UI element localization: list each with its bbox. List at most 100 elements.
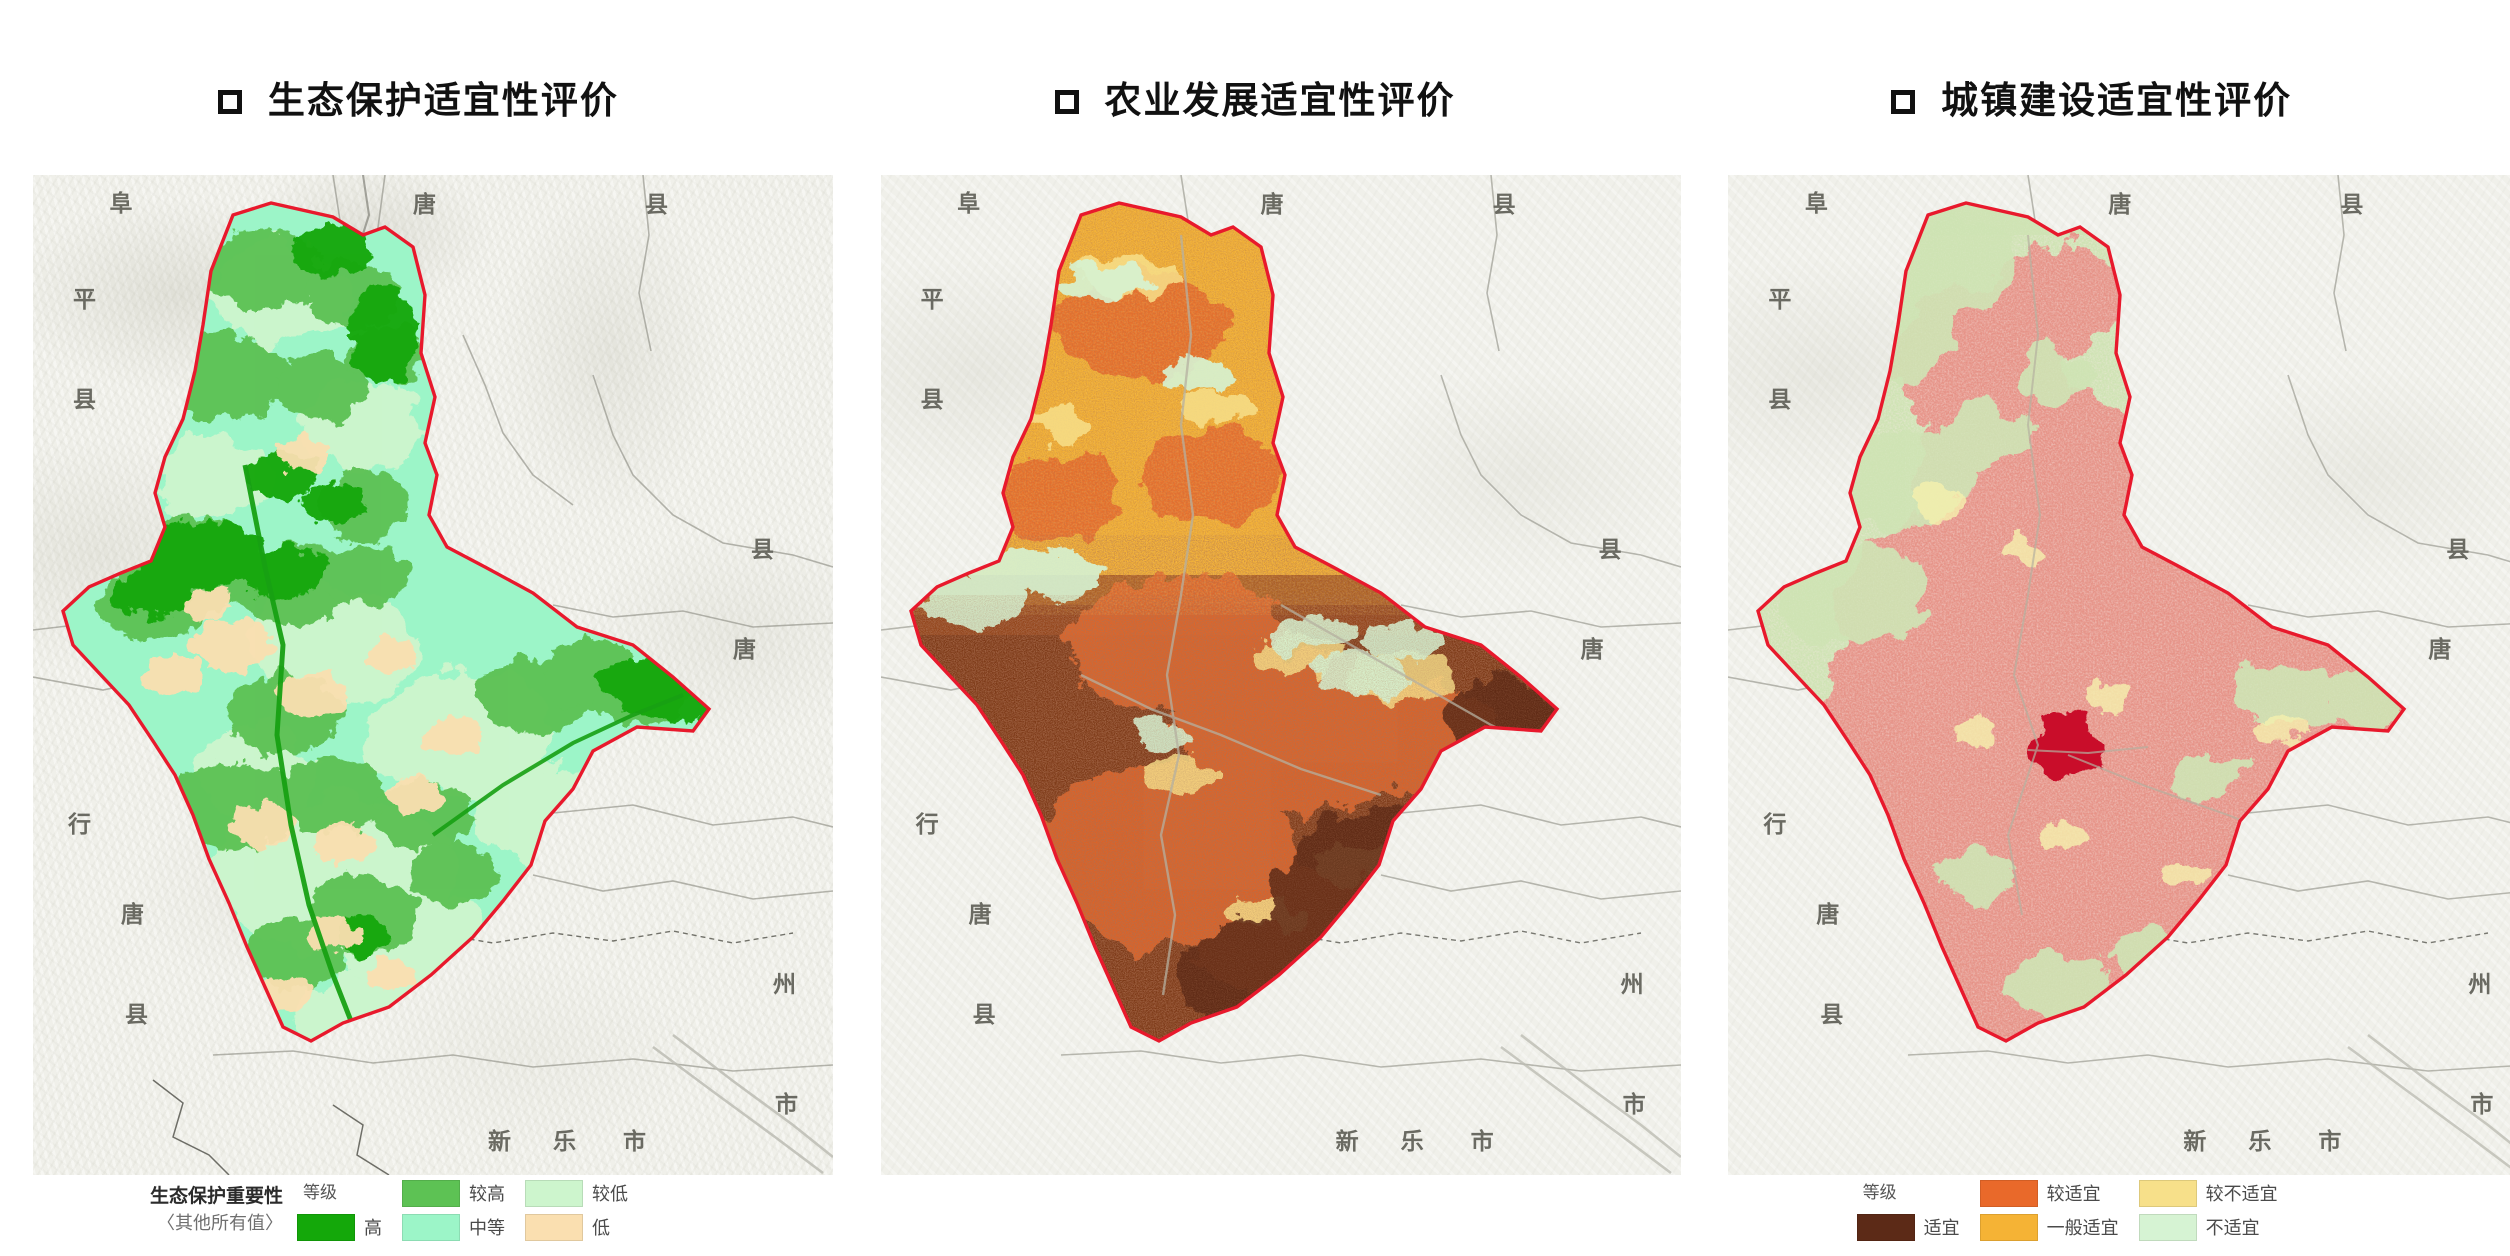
place-label: 县 [125,1002,149,1028]
legend-item[interactable]: 较高 [402,1176,525,1210]
legend-swatch [525,1179,584,1207]
place-label: 县 [2340,192,2365,218]
place-label: 唐 [2428,637,2453,663]
county-boundary [1756,201,2407,1043]
legend-item[interactable]: 高 [297,1210,402,1244]
place-label: 市 [1470,1129,1495,1155]
place-label: 唐 [2108,192,2133,218]
legend-subtitle: 〈其他所有值〉 [157,1212,284,1234]
place-label: 市 [1622,1092,1647,1118]
legend-swatch [297,1213,356,1241]
legend-label: 适宜 [1923,1218,1960,1239]
place-label: 唐 [1260,192,1285,218]
map-canvas-agri[interactable]: 阜 平 县 唐 县 县 唐 行 唐 县 州 市 新 乐 市 [880,175,1681,1175]
legend-swatch [402,1213,461,1241]
map-canvas-urban[interactable]: 阜 平 县 唐 县 县 唐 行 唐 县 州 市 新 乐 市 [1728,175,2510,1175]
legend-item[interactable]: 中等 [402,1210,525,1244]
place-label: 新 [1335,1129,1360,1155]
legend-label: 低 [592,1218,611,1239]
legend-label: 不适宜 [2205,1218,2260,1239]
place-label: 阜 [1800,191,1827,215]
place-label: 唐 [413,192,437,218]
place-label: 县 [2446,537,2471,563]
legend-label: 一般适宜 [2046,1218,2119,1239]
place-label: 县 [972,1002,997,1028]
legend-swatch [1979,1179,2038,1207]
place-label: 行 [915,812,940,838]
legend-item[interactable]: 较不适宜 [2138,1176,2298,1210]
place-label: 市 [2318,1129,2343,1155]
place-label: 新 [2183,1129,2208,1155]
panel-urban: 城镇建设适宜性评价 [1673,0,2510,1256]
place-label: 乐 [2248,1129,2273,1155]
place-label: 唐 [1816,902,1841,928]
legend-swatch [2138,1179,2197,1207]
panel-eco: 生态保护适宜性评价 [0,0,837,1256]
map-canvas-eco[interactable]: 阜 平 县 唐 县 县 唐 行 唐 县 州 市 新 乐 市 [33,175,833,1175]
square-bullet-icon [1054,89,1079,114]
place-label: 平 [73,287,97,313]
legend-swatch [1979,1213,2038,1241]
legend-item[interactable]: 较低 [525,1176,648,1210]
legend-label: 高 [364,1218,383,1239]
place-label: 市 [2470,1092,2495,1118]
place-label: 阜 [105,191,131,215]
place-label: 市 [775,1092,799,1118]
choropleth-urban [1756,201,2407,1043]
place-label: 县 [73,387,97,413]
legend-item[interactable]: 低 [525,1210,648,1244]
place-label: 州 [2468,972,2493,998]
basemap-network [1728,175,2510,1169]
place-label: 行 [1763,812,1788,838]
panel-title-text: 生态保护适宜性评价 [267,79,619,122]
legend-agri: 等级 适宜 较适宜 一般适宜 较不适宜 [1856,1176,2298,1244]
panel-title-text: 农业发展适宜性评价 [1104,79,1456,122]
place-label: 县 [751,537,775,563]
legend-item[interactable]: 不适宜 [2138,1210,2298,1244]
place-label: 唐 [121,902,145,928]
place-label: 州 [773,972,797,998]
legend-label: 较适宜 [2046,1184,2101,1205]
legend-item[interactable]: 较适宜 [1979,1176,2139,1210]
legend-title: 生态保护重要性 [150,1185,284,1208]
legend-label: 较低 [592,1184,629,1205]
basemap-network [880,175,1681,1175]
panel-agri: 农业发展适宜性评价 [837,0,2278,1256]
panel-title-urban: 城镇建设适宜性评价 [1673,82,2510,119]
place-label: 乐 [1400,1129,1425,1155]
legend-item[interactable]: 适宜 [1856,1210,1980,1244]
legend-rank-label: 等级 [1862,1183,1897,1203]
legend-eco: 生态保护重要性 〈其他所有值〉 等级 高 较高 中等 [150,1176,648,1244]
legend-item[interactable]: 一般适宜 [1979,1210,2139,1244]
place-label: 县 [1820,1002,1845,1028]
place-label: 县 [645,192,669,218]
place-label: 县 [1492,192,1517,218]
panel-title-text: 城镇建设适宜性评价 [1941,79,2293,122]
place-label: 县 [1598,537,1623,563]
county-boundary [908,201,1559,1043]
legend-label: 较高 [469,1184,506,1205]
legend-swatch [1856,1213,1915,1241]
place-label: 州 [1620,972,1645,998]
place-label: 平 [920,287,945,313]
place-label: 县 [920,387,945,413]
legend-swatch [525,1213,584,1241]
place-label: 阜 [952,191,979,215]
panel-title-agri: 农业发展适宜性评价 [837,82,1674,119]
place-label: 县 [1768,387,1793,413]
county-boundary [61,201,712,1043]
panel-title-eco: 生态保护适宜性评价 [0,82,837,119]
place-label: 行 [68,812,92,838]
place-label: 平 [1768,287,1793,313]
legend-rank-label: 等级 [303,1183,338,1203]
choropleth-eco [61,201,712,1043]
place-label: 市 [623,1129,647,1155]
place-label: 唐 [1580,637,1605,663]
place-label: 乐 [553,1129,577,1155]
legend-swatch [402,1179,461,1207]
place-label: 唐 [733,637,757,663]
legend-label: 中等 [469,1218,506,1239]
place-label: 唐 [968,902,993,928]
place-label: 新 [488,1129,512,1155]
